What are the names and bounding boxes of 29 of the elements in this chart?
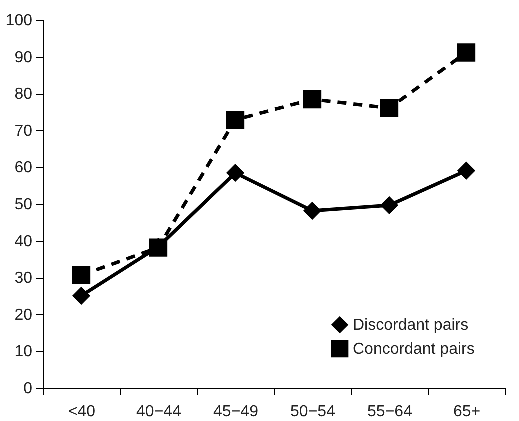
point (303, 90, 322, 109)
y-tick-label: 0 (24, 380, 33, 398)
point (457, 162, 476, 180)
point (380, 99, 399, 118)
point (226, 111, 245, 130)
x-tick-label: <40 (68, 404, 96, 420)
y-tick-label: 10 (14, 344, 33, 361)
x-tick-label: 65+ (453, 404, 481, 420)
y-tick-label: 40 (14, 233, 33, 250)
point (72, 286, 91, 306)
y-tick-label: 90 (14, 49, 33, 66)
point (226, 164, 245, 182)
x-tick-label: 40−44 (136, 404, 182, 420)
legend-label: Concordant pairs (353, 341, 475, 358)
y-tick-label: 100 (6, 12, 33, 30)
y-tick-label: 70 (14, 122, 33, 140)
x-tick-label: 55−64 (368, 404, 413, 420)
y-tick-label: 50 (14, 196, 33, 214)
x-tick-label: 50−54 (290, 404, 336, 420)
point (380, 196, 399, 215)
y-tick-label: 80 (14, 86, 33, 104)
y-tick-label: 60 (14, 160, 33, 177)
point (72, 266, 91, 284)
y-tick-label: 20 (14, 306, 33, 324)
y-tick-label: 30 (14, 270, 33, 288)
point (457, 44, 476, 62)
point (303, 202, 322, 220)
legend-label: Discordant pairs (353, 317, 469, 334)
x-tick-label: 45−49 (214, 404, 259, 420)
